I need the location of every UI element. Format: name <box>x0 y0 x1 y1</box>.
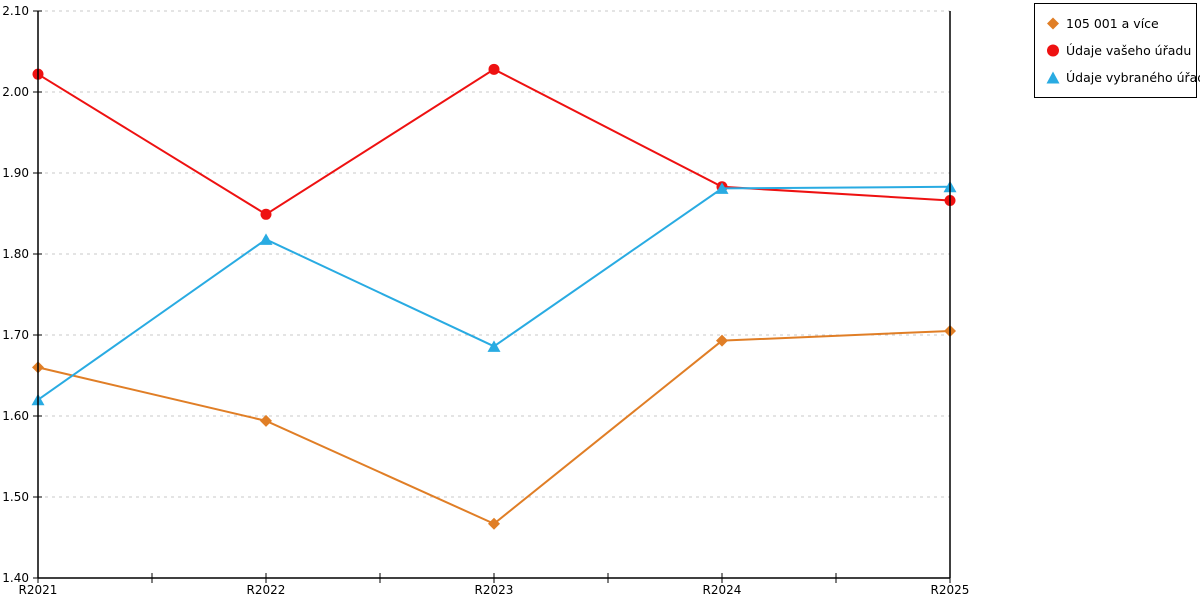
y-tick-label: 2.00 <box>2 85 29 99</box>
y-tick-label: 1.40 <box>2 571 29 585</box>
legend-item-udaje-vybraneho-uradu: Údaje vybraného úřadu <box>1046 64 1200 91</box>
x-tick-label: R2024 <box>703 583 742 597</box>
legend-item-udaje-vaseho-uradu: Údaje vašeho úřadu <box>1046 37 1192 64</box>
legend-label: Údaje vašeho úřadu <box>1066 43 1192 58</box>
legend-label: 105 001 a více <box>1066 16 1159 31</box>
x-tick-label: R2023 <box>475 583 514 597</box>
y-tick-label: 1.70 <box>2 328 29 342</box>
legend-label: Údaje vybraného úřadu <box>1066 70 1200 85</box>
circle-icon <box>1047 44 1059 57</box>
series-line-2 <box>37 185 951 401</box>
y-tick-label: 1.60 <box>2 409 29 423</box>
diamond-marker <box>260 414 272 427</box>
legend: 105 001 a více Údaje vašeho úřadu Údaje … <box>1034 3 1200 98</box>
triangle-marker <box>259 233 273 245</box>
y-tick-label: 1.80 <box>2 247 29 261</box>
circle-marker <box>260 208 272 220</box>
diamond-marker <box>716 334 728 347</box>
x-tick-label: R2021 <box>19 583 58 597</box>
circle-marker-shape <box>1047 44 1059 57</box>
y-tick-label: 1.50 <box>2 490 29 504</box>
circle-marker <box>488 63 500 75</box>
series-line-1 <box>37 68 951 216</box>
triangle-marker <box>715 182 729 194</box>
y-tick-label: 2.10 <box>2 4 29 18</box>
diamond-marker <box>488 517 500 530</box>
x-tick-label: R2022 <box>247 583 286 597</box>
y-tick-label: 1.90 <box>2 166 29 180</box>
triangle-marker <box>487 340 501 352</box>
triangle-marker-shape <box>1046 71 1060 84</box>
x-tick-label: R2025 <box>931 583 970 597</box>
legend-item-105-001-a-vice: 105 001 a více <box>1046 10 1190 37</box>
series-line-0 <box>37 329 951 525</box>
diamond-icon <box>1047 17 1059 30</box>
triangle-icon <box>1046 71 1060 84</box>
diamond-marker-shape <box>1047 17 1059 30</box>
